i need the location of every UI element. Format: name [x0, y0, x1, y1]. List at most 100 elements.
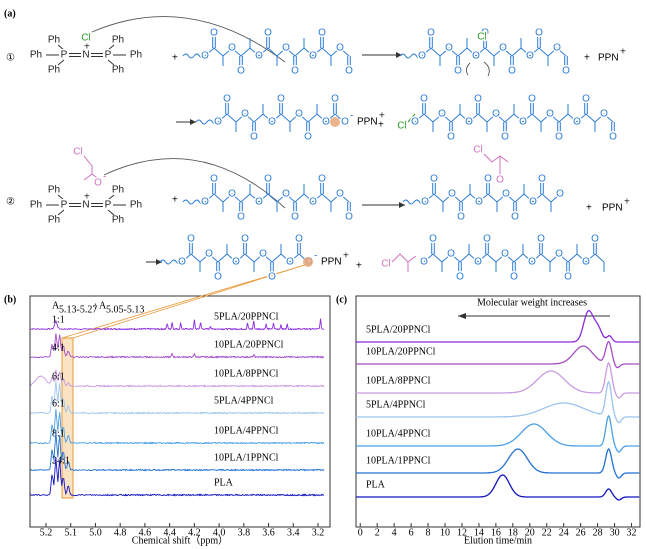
atom-label: Ph	[112, 65, 124, 76]
atom-label: O	[259, 249, 267, 260]
atom-label: O	[201, 197, 209, 208]
x-tick-label: 22	[542, 527, 552, 538]
chromatogram	[356, 340, 640, 369]
x-tick-label: 5.0	[89, 527, 102, 538]
counterion: PPN	[357, 117, 378, 128]
atom-label: O	[228, 43, 236, 54]
atom-label: Cl	[381, 259, 390, 270]
atom-label: O	[510, 272, 518, 283]
series-label: 5PLA/4PPNCl	[366, 399, 426, 410]
plot-frame	[29, 295, 331, 528]
bond	[57, 59, 65, 66]
atom-label: O	[341, 117, 349, 128]
ratio-label: 6:1	[52, 398, 65, 409]
charge: -	[350, 111, 353, 122]
electron-arrow	[103, 158, 286, 209]
x-tick-label: 0	[358, 527, 363, 538]
atom-label: O	[309, 197, 317, 208]
chromatogram	[356, 447, 640, 479]
atom-label: O	[255, 197, 263, 208]
atom-label: O	[582, 94, 590, 105]
atom-label: O	[205, 249, 213, 260]
atom-label: O	[609, 132, 617, 143]
atom-label: O	[309, 51, 317, 62]
chain-end	[182, 199, 206, 205]
atom-label: O	[582, 257, 590, 268]
backbone	[217, 113, 336, 123]
x-tick-label: 28	[593, 527, 603, 538]
atom-label: O	[250, 132, 258, 143]
atom-label: O	[336, 189, 344, 200]
plus-sign: +	[172, 53, 178, 64]
charge: +	[343, 251, 349, 262]
series-label: 10PLA/20PPNCl	[366, 346, 436, 357]
atom-label: O	[555, 132, 563, 143]
ratio-label: 6:1	[52, 371, 65, 382]
substituent	[483, 153, 509, 174]
atom-label: Ph	[112, 185, 124, 196]
x-tick-label: 3.8	[238, 527, 251, 538]
series-label: 10PLA/20PPNCl	[214, 339, 284, 350]
atom-label: O	[264, 174, 272, 185]
series-label: 5PLA/4PPNCl	[214, 395, 274, 406]
series-label: PLA	[366, 479, 386, 490]
atom-label: O	[210, 28, 218, 39]
atom-label: O	[456, 272, 464, 283]
atom-label: Ph	[48, 215, 60, 226]
charge: -	[314, 251, 317, 262]
atom-label: O	[553, 43, 561, 54]
x-tick-label: 4.4	[163, 527, 176, 538]
atom-label: O	[501, 132, 509, 143]
atom-label: O	[295, 234, 303, 245]
plus-sign: +	[586, 203, 592, 214]
backbone	[204, 47, 350, 57]
x-tick-label: 4.6	[139, 527, 152, 538]
atom-label: O	[528, 257, 536, 268]
x-tick-label: 4.8	[114, 527, 127, 538]
spectrum	[30, 380, 325, 415]
atom-label: O	[427, 28, 435, 39]
arrow-head	[190, 119, 196, 125]
atom-label: Ph	[130, 50, 142, 61]
atom-label: O	[472, 51, 480, 62]
arrow-head	[156, 259, 162, 265]
atom-label: O	[430, 174, 438, 185]
atom-label: P	[61, 200, 68, 211]
atom-label: O	[241, 234, 249, 245]
spectrum	[30, 318, 325, 331]
substituent	[391, 253, 417, 272]
x-tick-label: 16	[491, 527, 501, 538]
chromatogram	[356, 361, 640, 399]
x-tick-label: 32	[627, 527, 637, 538]
atom-label: O	[255, 51, 263, 62]
atom-label: O	[268, 117, 276, 128]
backbone	[421, 47, 567, 57]
plus-sign: +	[172, 195, 178, 206]
ratio-label: 8:1	[52, 428, 65, 439]
chromatogram	[356, 309, 640, 343]
backbone	[424, 193, 561, 203]
panel-label: (a)	[4, 8, 16, 19]
x-tick-label: 24	[559, 527, 569, 538]
atom-label: N	[82, 50, 89, 61]
atom-label: Ph	[30, 200, 42, 211]
arrow-head	[458, 313, 466, 319]
counterion: PPN	[321, 257, 342, 268]
atom-label: O	[418, 51, 426, 62]
atom-label: O	[322, 117, 330, 128]
step-label: ②	[6, 197, 15, 208]
series-label: 10PLA/4PPNCl	[366, 428, 431, 439]
plus-sign: +	[356, 261, 362, 272]
atom-label: O	[178, 257, 186, 268]
atom-label: O	[201, 51, 209, 62]
atom-label: O	[499, 43, 507, 54]
atom-label: O	[445, 43, 453, 54]
atom-label: O	[295, 109, 303, 120]
atom-label: O	[345, 212, 353, 223]
atom-label: O	[264, 28, 272, 39]
atom-label: O	[336, 43, 344, 54]
atom-label: O	[501, 249, 509, 260]
atom-label: Cl	[473, 145, 482, 156]
atom-label: O	[448, 189, 456, 200]
charge: +	[84, 42, 90, 53]
